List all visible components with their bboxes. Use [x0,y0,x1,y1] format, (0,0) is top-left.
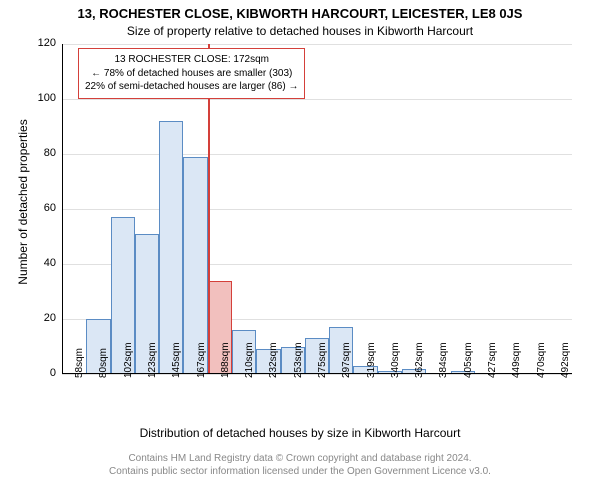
page-subtitle: Size of property relative to detached ho… [0,24,600,38]
gridline [62,154,572,155]
callout-line-3: 22% of semi-detached houses are larger (… [85,80,298,94]
y-tick-label: 40 [30,257,56,269]
callout-line-2: ← 78% of detached houses are smaller (30… [85,67,298,81]
histogram-bar [159,121,183,374]
y-tick-label: 80 [30,147,56,159]
x-axis [62,373,572,374]
y-tick-label: 0 [30,367,56,379]
y-tick-label: 120 [30,37,56,49]
callout-line-1: 13 ROCHESTER CLOSE: 172sqm [85,53,298,67]
y-axis [62,44,63,374]
gridline [62,99,572,100]
y-tick-label: 100 [30,92,56,104]
histogram-bar [183,157,207,374]
y-tick-label: 20 [30,312,56,324]
gridline [62,44,572,45]
gridline [62,209,572,210]
property-callout: 13 ROCHESTER CLOSE: 172sqm← 78% of detac… [78,48,305,99]
y-tick-label: 60 [30,202,56,214]
footer-credits: Contains HM Land Registry data © Crown c… [0,452,600,478]
page-title: 13, ROCHESTER CLOSE, KIBWORTH HARCOURT, … [0,6,600,21]
chart-canvas: 13, ROCHESTER CLOSE, KIBWORTH HARCOURT, … [0,0,600,500]
footer-line-2: Contains public sector information licen… [0,465,600,478]
y-axis-label: Number of detached properties [16,52,30,352]
x-axis-label: Distribution of detached houses by size … [0,426,600,440]
footer-line-1: Contains HM Land Registry data © Crown c… [0,452,600,465]
